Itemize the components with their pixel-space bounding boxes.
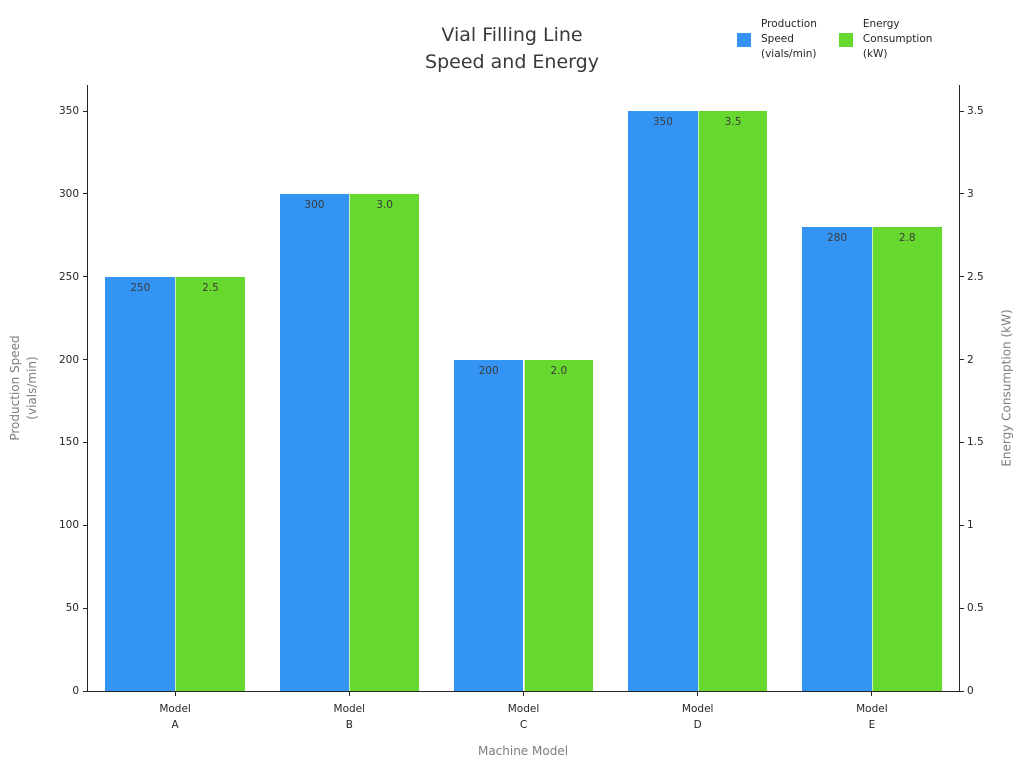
- left-axis-tick-label: 100: [58, 519, 79, 532]
- x-axis-tick-label: Model E: [856, 703, 888, 731]
- right-axis-tickmark: [960, 276, 964, 278]
- bar-value-label: 2.5: [202, 281, 219, 294]
- x-axis-tickmark: [697, 692, 699, 696]
- left-axis-title: Production Speed (vials/min): [8, 335, 39, 441]
- bar-energy-consumption-kw-model-d: 3.5: [697, 111, 768, 691]
- left-axis-tickmark: [83, 276, 87, 278]
- bar-value-label: 3.0: [376, 198, 393, 211]
- left-axis-tick-label: 150: [58, 436, 79, 449]
- left-axis-tick-label: 200: [58, 353, 79, 366]
- bar-value-label: 250: [130, 281, 151, 294]
- right-axis-spine: [959, 85, 960, 692]
- bar-production-speed-vials-min-model-a: 250: [105, 276, 176, 691]
- bar-value-label: 200: [478, 364, 499, 377]
- right-axis-tickmark: [960, 690, 964, 692]
- right-axis-tickmark: [960, 110, 964, 112]
- x-axis-tick-label: Model B: [333, 703, 366, 731]
- left-axis-tickmark: [83, 441, 87, 443]
- right-axis-tickmark: [960, 359, 964, 361]
- left-axis-tick-label: 0: [72, 685, 79, 697]
- left-axis-tickmark: [83, 607, 87, 609]
- bar-production-speed-vials-min-model-d: 350: [628, 111, 698, 691]
- x-axis-tick-label: Model A: [159, 703, 191, 731]
- left-axis-tickmark: [83, 193, 87, 195]
- right-axis-tick-label: 3.5: [967, 105, 984, 118]
- chart-title: Vial Filling Line Speed and Energy: [425, 24, 599, 73]
- x-axis-tick-label: Model C: [507, 703, 540, 731]
- x-axis-title: Machine Model: [477, 744, 569, 758]
- left-axis-tickmark: [83, 690, 87, 692]
- right-axis-tick-label: 2: [967, 353, 974, 366]
- right-axis-tickmark: [960, 441, 964, 443]
- right-axis-tickmark: [960, 524, 964, 526]
- right-axis-title: Energy Consumption (kW): [999, 309, 1014, 467]
- left-axis-tick-label: 300: [58, 187, 79, 200]
- bar-production-speed-vials-min-model-e: 280: [802, 227, 872, 691]
- legend-swatch-energy-consumption-icon: [838, 32, 853, 47]
- legend-label-production-speed: Production Speed (vials/min): [761, 18, 817, 60]
- bar-value-label: 280: [827, 232, 848, 244]
- bar-production-speed-vials-min-model-b: 300: [279, 193, 350, 691]
- left-axis-tick-label: 250: [58, 270, 79, 283]
- bar-energy-consumption-kw-model-e: 2.8: [871, 227, 942, 691]
- x-axis-tick-label: Model D: [681, 703, 714, 731]
- left-axis-spine: [87, 85, 88, 692]
- bar-energy-consumption-kw-model-b: 3.0: [349, 193, 419, 691]
- legend-entry-production-speed: Production Speed (vials/min): [737, 17, 817, 62]
- legend-label-energy-consumption: Energy Consumption (kW): [862, 18, 933, 60]
- bottom-axis-spine: [87, 691, 960, 692]
- right-axis-tick-label: 1.5: [967, 436, 984, 449]
- x-axis-tickmark: [174, 692, 176, 696]
- x-axis-tickmark: [523, 692, 524, 696]
- bar-value-label: 300: [304, 198, 325, 211]
- right-axis-tick-label: 2.5: [967, 270, 984, 283]
- x-axis-tickmark: [871, 692, 873, 696]
- right-axis-tick-label: 0.5: [967, 602, 984, 615]
- bar-production-speed-vials-min-model-c: 200: [453, 359, 524, 691]
- left-axis-tick-label: 350: [58, 105, 79, 118]
- right-axis-tick-label: 3: [967, 187, 974, 200]
- left-axis-tick-label: 50: [65, 602, 79, 615]
- legend-entry-energy-consumption: Energy Consumption (kW): [838, 17, 933, 62]
- bar-value-label: 2.8: [898, 232, 916, 244]
- left-axis-tickmark: [83, 110, 87, 112]
- plot-area: 0 50 100 150 200 250 300 350 0 0.5 1 1.5 2 2.5 3 3.5 250…: [59, 85, 984, 731]
- right-axis-tickmark: [960, 607, 964, 609]
- right-axis-tickmark: [960, 193, 964, 195]
- x-axis-tickmark: [348, 692, 350, 696]
- legend: Production Speed (vials/min) Energy Cons…: [737, 17, 932, 62]
- right-axis-tick-label: 0: [967, 685, 974, 697]
- bar-value-label: 2.0: [550, 364, 568, 377]
- left-axis-tickmark: [83, 359, 87, 361]
- legend-swatch-production-speed-icon: [737, 32, 751, 47]
- bar-value-label: 3.5: [724, 116, 742, 129]
- bar-energy-consumption-kw-model-c: 2.0: [523, 359, 594, 691]
- bar-energy-consumption-kw-model-a: 2.5: [175, 276, 245, 691]
- right-axis-tick-label: 1: [967, 519, 974, 532]
- bar-value-label: 350: [652, 116, 673, 129]
- left-axis-tickmark: [83, 524, 87, 526]
